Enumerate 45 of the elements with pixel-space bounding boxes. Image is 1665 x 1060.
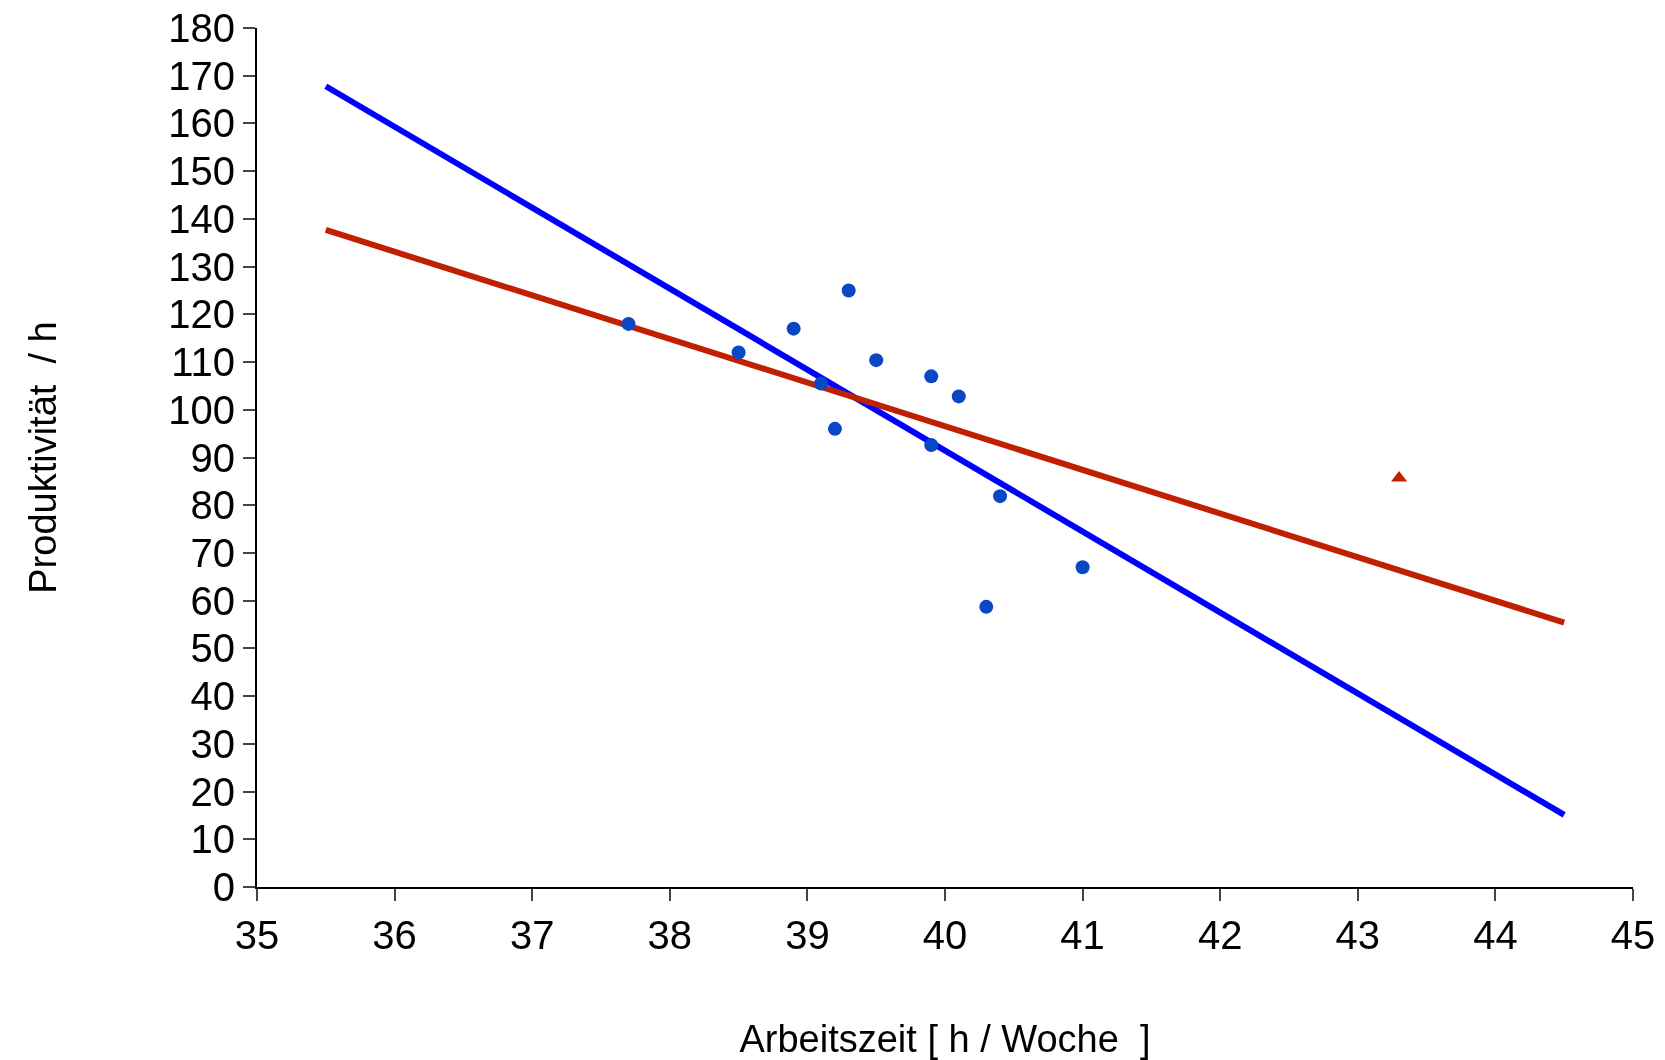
- x-tick-label: 40: [922, 913, 968, 957]
- point: [827, 421, 842, 436]
- y-axis-title: Produktivität / h: [21, 321, 64, 594]
- y-tick-label: 60: [190, 578, 235, 623]
- x-tick-label: 37: [509, 913, 555, 957]
- x-tick-label: 38: [647, 913, 693, 957]
- y-tick-label: 20: [190, 769, 235, 814]
- y-tick-label: 40: [190, 674, 235, 719]
- x-tick-label: 42: [1197, 913, 1243, 957]
- point: [993, 489, 1008, 504]
- point: [841, 283, 856, 298]
- point: [924, 438, 939, 453]
- y-tick-label: 180: [168, 6, 235, 50]
- y-tick-label: 70: [190, 530, 235, 575]
- y-tick-label: 110: [171, 340, 235, 385]
- y-tick-label: 160: [168, 101, 235, 146]
- y-tick-label: 130: [168, 244, 235, 289]
- x-tick-label: 39: [785, 913, 830, 957]
- x-tick-label: 35: [234, 913, 280, 957]
- point: [979, 599, 994, 614]
- y-tick-label: 30: [190, 721, 235, 766]
- y-tick-label: 10: [190, 817, 235, 862]
- point: [869, 353, 884, 368]
- point: [814, 376, 829, 391]
- y-tick-label: 120: [168, 292, 235, 337]
- y-tick-label: 80: [190, 483, 235, 528]
- y-tick-label: 150: [168, 149, 235, 194]
- point: [924, 369, 939, 384]
- x-tick-label: 44: [1473, 913, 1518, 957]
- x-tick-label: 43: [1335, 913, 1381, 957]
- x-tick-label: 41: [1060, 913, 1105, 957]
- y-tick-label: 90: [190, 435, 235, 480]
- point: [786, 321, 801, 336]
- x-axis-title: Arbeitszeit [ h / Woche ]: [739, 1018, 1151, 1060]
- x-tick-label: 45: [1610, 913, 1656, 957]
- point: [621, 316, 636, 331]
- y-tick-label: 170: [168, 53, 235, 98]
- y-tick-label: 100: [168, 387, 235, 432]
- point: [1075, 560, 1090, 575]
- x-tick-label: 36: [372, 913, 417, 957]
- point: [731, 345, 746, 360]
- y-tick-label: 140: [168, 196, 235, 241]
- point: [951, 389, 966, 404]
- y-tick-label: 50: [190, 626, 235, 671]
- y-tick-label: 0: [212, 865, 235, 909]
